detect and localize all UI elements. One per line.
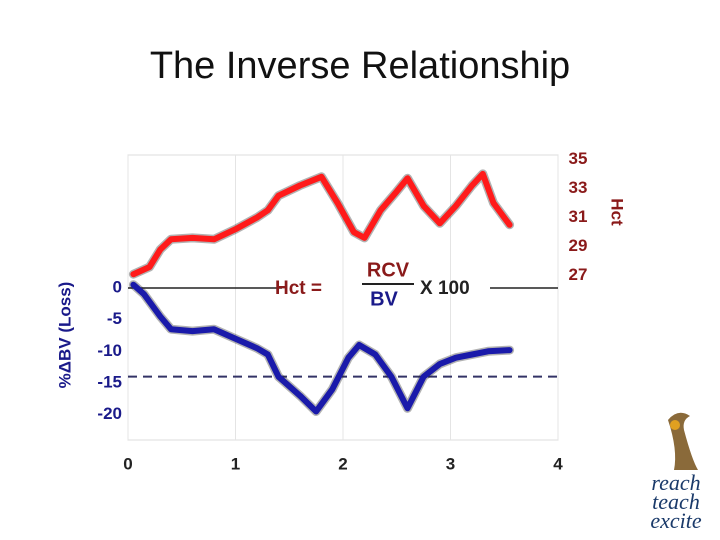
y2-tick-label: 35	[569, 149, 588, 168]
y2-tick-label: 33	[569, 178, 588, 197]
y-tick-label: -5	[107, 309, 122, 328]
formula-lhs: Hct =	[275, 278, 322, 299]
x-tick-label: 2	[338, 454, 347, 473]
logo-word: teach	[652, 489, 700, 514]
x-tick-label: 1	[231, 454, 240, 473]
logo-star	[670, 420, 680, 430]
x-tick-label: 4	[553, 454, 563, 473]
x-tick-label: 3	[446, 454, 455, 473]
formula-multiplier: X 100	[420, 278, 470, 299]
logo-word: excite	[650, 508, 702, 533]
y-tick-label: -20	[97, 404, 122, 423]
formula-numerator: RCV	[367, 259, 410, 281]
series-line	[130, 170, 513, 278]
y2-axis-label: Hct	[608, 198, 627, 226]
series-line	[128, 280, 515, 416]
y-tick-label: -15	[97, 372, 122, 391]
y-axis-label: %ΔBV (Loss)	[55, 282, 74, 389]
y2-tick-label: 27	[569, 265, 588, 284]
logo-word: reach	[651, 470, 700, 495]
logo: reach teach excite	[650, 412, 702, 533]
series-line	[130, 281, 513, 415]
formula-denominator: BV	[370, 288, 398, 310]
y2-tick-label: 29	[569, 236, 588, 255]
x-tick-label: 0	[123, 454, 132, 473]
y-tick-label: 0	[113, 277, 122, 296]
y2-tick-label: 31	[569, 207, 588, 226]
series-line	[128, 169, 515, 279]
chart-title: The Inverse Relationship	[150, 45, 570, 87]
y-tick-label: -10	[97, 341, 122, 360]
